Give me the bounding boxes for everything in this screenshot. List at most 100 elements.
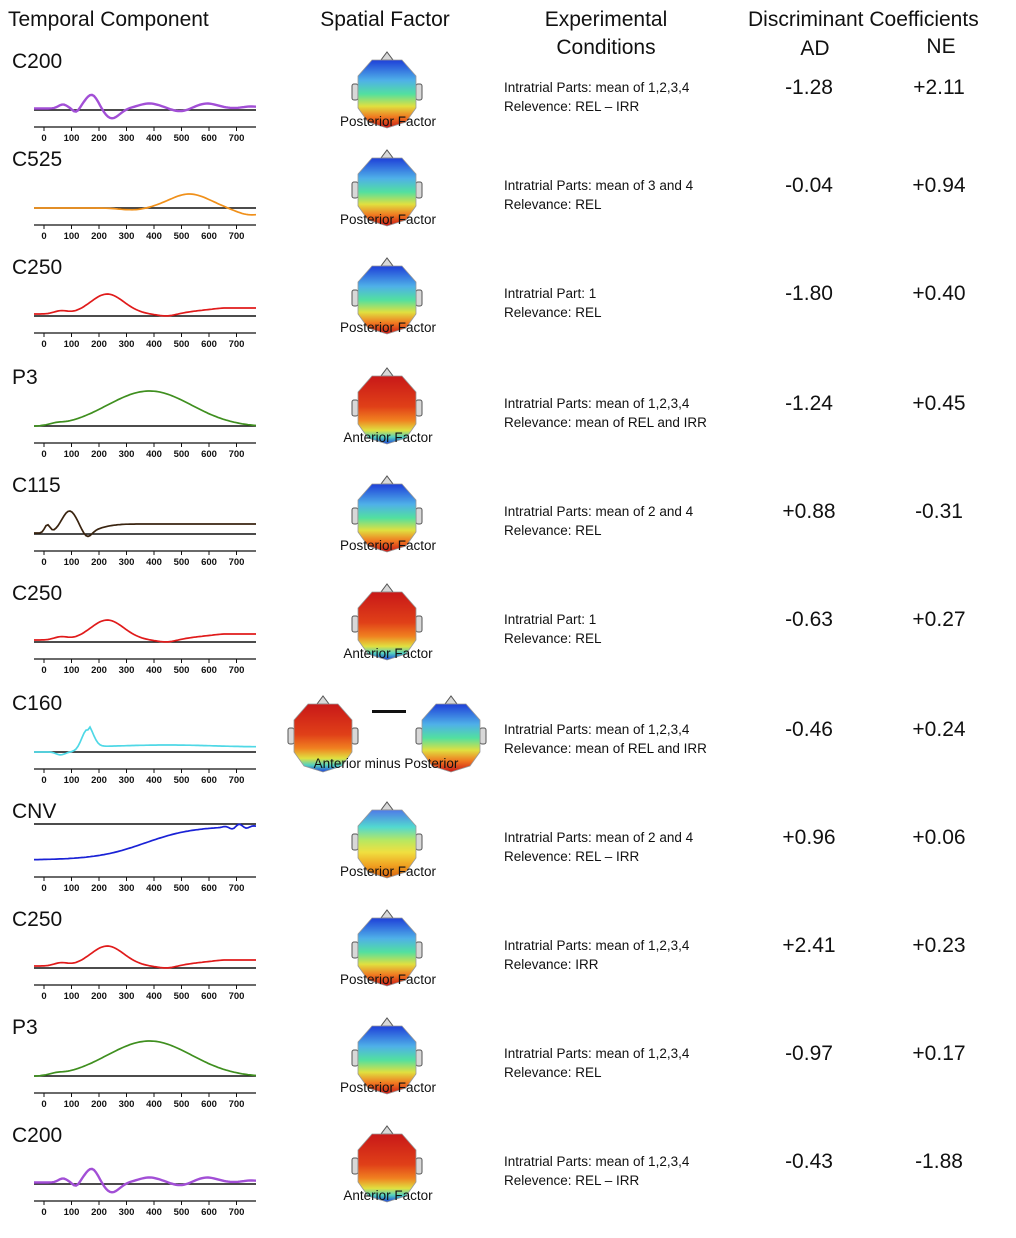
component-row: P3 0 100 200 300 400 500 600 700 Posterior Factor…: [0, 1016, 1016, 1130]
axis-tick-label: 400: [146, 557, 162, 568]
condition-relevance: Relevance: REL: [504, 197, 602, 212]
axis-tick-label: 600: [201, 665, 217, 676]
waveform-trace: [34, 510, 256, 538]
axis-tick-label: 300: [118, 991, 135, 1002]
condition-relevance: Relevance: REL: [504, 305, 602, 320]
axis-tick-label: 700: [228, 1207, 245, 1218]
condition-relevance: Relevance: REL: [504, 523, 602, 538]
axis-tick-label: 600: [201, 557, 217, 568]
scalp-head-map: [350, 908, 424, 990]
condition-relevance: Relevance: REL: [504, 631, 602, 646]
component-row: C200 0 100 200 300 400 500 600 700 Anterior Facto…: [0, 1124, 1016, 1238]
scalp-head-map: [350, 1016, 424, 1098]
axis-tick-label: 300: [118, 665, 135, 676]
component-name: P3: [12, 1016, 38, 1039]
waveform-trace: [34, 390, 256, 427]
axis-tick-label: 700: [228, 133, 245, 144]
axis-tick-label: 300: [118, 1099, 135, 1110]
axis-tick-label: 500: [173, 665, 190, 676]
axis-tick-label: 400: [146, 775, 162, 786]
axis-tick-label: 600: [201, 883, 217, 894]
condition-intratrial: Intratrial Parts: mean of 1,2,3,4: [504, 1154, 690, 1169]
temporal-waveform: [34, 928, 256, 980]
axis-tick-label: 300: [118, 133, 135, 144]
ne-coefficient: +0.27: [912, 608, 966, 631]
axis-tick-label: 0: [41, 1099, 47, 1110]
condition-intratrial: Intratrial Parts: mean of 1,2,3,4: [504, 938, 690, 953]
component-name: C250: [12, 582, 63, 605]
discriminant-header: Discriminant Coefficients: [748, 8, 979, 31]
axis-tick-label: 400: [146, 1099, 162, 1110]
temporal-waveform: [34, 1144, 256, 1196]
axis-tick-label: 100: [63, 449, 80, 460]
waveform-trace: [34, 193, 256, 216]
experimental-conditions: Intratrial Parts: mean of 2 and 4 Relevan…: [504, 502, 693, 540]
ne-coefficient: +0.06: [912, 826, 966, 849]
ne-coefficient: +0.17: [912, 1042, 966, 1065]
conditions-header: Experimental Conditions: [516, 6, 696, 62]
axis-tick-label: 0: [41, 883, 47, 894]
experimental-conditions: Intratrial Parts: mean of 3 and 4 Relevan…: [504, 176, 693, 214]
axis-tick-label: 200: [91, 1207, 107, 1218]
temporal-component-header: Temporal Component: [8, 8, 209, 31]
axis-tick-label: 0: [41, 991, 47, 1002]
ne-coefficient: -1.88: [915, 1150, 963, 1173]
ad-coefficient: -1.80: [785, 282, 833, 305]
component-row: C250 0 100 200 300 400 500 600 700 Anterior Facto…: [0, 582, 1016, 696]
condition-relevance: Relevance: mean of REL and IRR: [504, 415, 707, 430]
ne-coefficient: +0.45: [912, 392, 966, 415]
time-axis: 0 100 200 300 400 500 600 700: [34, 876, 256, 894]
experimental-conditions: Intratrial Part: 1 Relevance: REL: [504, 284, 602, 322]
condition-relevance: Relevance: IRR: [504, 957, 599, 972]
axis-tick-label: 400: [146, 449, 162, 460]
time-axis: 0 100 200 300 400 500 600 700: [34, 658, 256, 676]
experimental-conditions: Intratrial Parts: mean of 1,2,3,4 Relevan…: [504, 394, 707, 432]
condition-intratrial: Intratrial Part: 1: [504, 286, 597, 301]
axis-tick-label: 200: [91, 991, 107, 1002]
experimental-conditions: Intratrial Parts: mean of 1,2,3,4 Relevan…: [504, 1044, 689, 1082]
axis-tick-label: 200: [91, 133, 107, 144]
scalp-head-map: [350, 474, 424, 556]
component-row: C525 0 100 200 300 400 500 600 700 Posterior Fact…: [0, 148, 1016, 262]
spatial-factor-label: Posterior Factor: [339, 114, 437, 129]
spatial-factor-label: Posterior Factor: [339, 212, 437, 227]
axis-tick-label: 200: [91, 339, 107, 350]
spatial-factor-label: Posterior Factor: [339, 1080, 437, 1095]
axis-tick-label: 0: [41, 231, 47, 242]
posterior-head-map: [414, 694, 488, 776]
time-axis: 0 100 200 300 400 500 600 700: [34, 224, 256, 242]
axis-tick-label: 600: [201, 775, 217, 786]
temporal-waveform: [34, 168, 256, 220]
temporal-waveform: [34, 386, 256, 438]
waveform-trace: [34, 293, 256, 317]
component-row: C160 0 100 200 300 400 500 600 700 Anterior minus…: [0, 692, 1016, 806]
ad-column-header: AD: [800, 37, 830, 60]
ad-coefficient: +0.88: [782, 500, 836, 523]
axis-tick-label: 200: [91, 775, 107, 786]
axis-tick-label: 0: [41, 665, 47, 676]
temporal-waveform: [34, 1036, 256, 1088]
time-axis: 0 100 200 300 400 500 600 700: [34, 984, 256, 1002]
ad-coefficient: -0.46: [785, 718, 833, 741]
axis-tick-label: 200: [91, 557, 107, 568]
condition-relevance: Relevence: REL – IRR: [504, 99, 640, 114]
condition-relevance: Relevance: REL: [504, 1065, 602, 1080]
experimental-conditions: Intratrial Part: 1 Relevance: REL: [504, 610, 602, 648]
axis-tick-label: 700: [228, 557, 245, 568]
axis-tick-label: 100: [63, 1207, 80, 1218]
temporal-waveform: [34, 712, 256, 764]
time-axis: 0 100 200 300 400 500 600 700: [34, 1200, 256, 1218]
experimental-conditions: Intratrial Parts: mean of 1,2,3,4 Releven…: [504, 78, 689, 116]
axis-tick-label: 700: [228, 1099, 245, 1110]
experimental-conditions: Intratrial Parts: mean of 1,2,3,4 Relevan…: [504, 936, 689, 974]
axis-tick-label: 100: [63, 231, 80, 242]
ne-coefficient: -0.31: [915, 500, 963, 523]
axis-tick-label: 300: [118, 231, 135, 242]
condition-intratrial: Intratrial Parts: mean of 3 and 4: [504, 178, 694, 193]
condition-intratrial: Intratrial Parts: mean of 1,2,3,4: [504, 722, 690, 737]
scalp-head-map: [350, 1124, 424, 1206]
axis-tick-label: 700: [228, 883, 245, 894]
component-name: CNV: [12, 800, 57, 823]
component-name: C115: [12, 474, 61, 497]
axis-tick-label: 600: [201, 449, 217, 460]
